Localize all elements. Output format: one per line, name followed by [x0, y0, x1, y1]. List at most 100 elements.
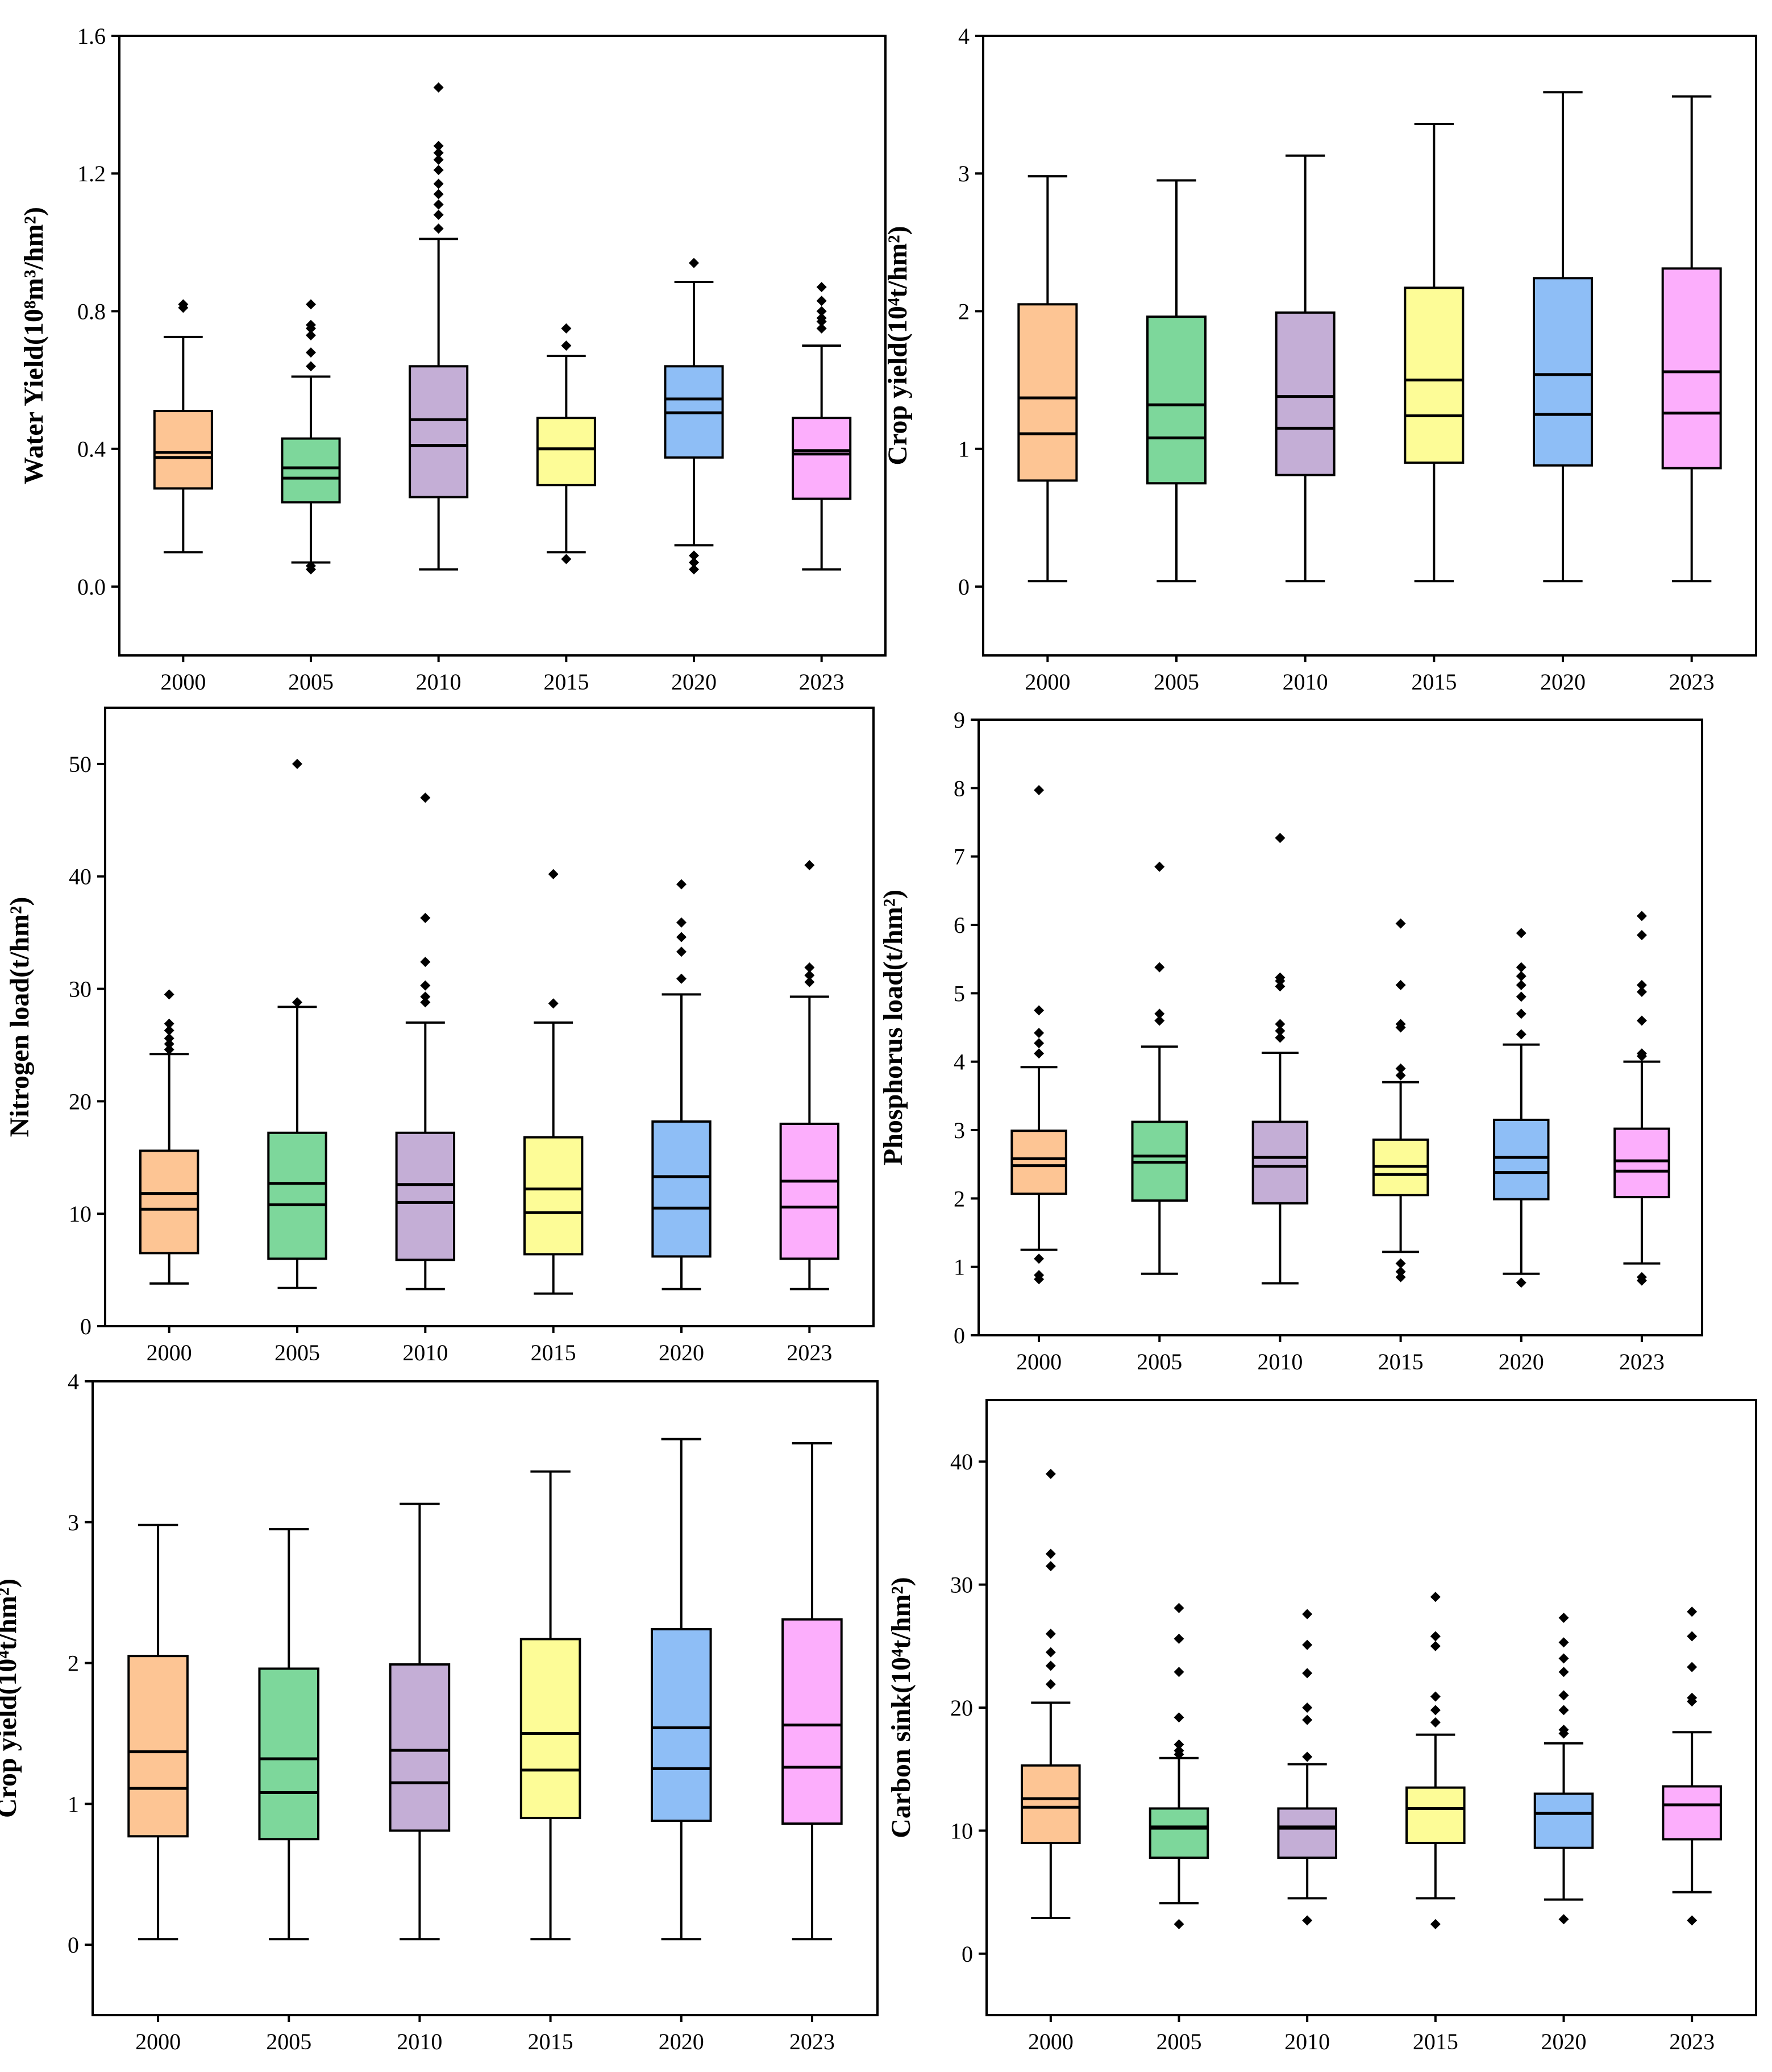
box-2023 — [781, 1618, 843, 1825]
x-tick-label: 2005 — [1157, 2029, 1202, 2054]
outlier-point — [1302, 1751, 1313, 1762]
outlier-point — [292, 997, 302, 1008]
outlier-point — [1174, 1712, 1184, 1723]
x-tick-label: 2000 — [147, 1340, 192, 1365]
x-tick-label: 2005 — [288, 669, 334, 695]
outlier-point — [804, 977, 815, 987]
x-tick-label: 2023 — [787, 1340, 832, 1365]
outlier-point — [1275, 1032, 1286, 1043]
outlier-point — [420, 957, 431, 968]
outlier-point — [1687, 1662, 1698, 1672]
outlier-point — [1636, 911, 1647, 921]
outlier-point — [433, 155, 444, 165]
box-2000 — [1021, 1764, 1081, 1845]
x-tick-label: 2015 — [543, 669, 589, 695]
outlier-point — [1302, 1668, 1313, 1679]
outlier-point — [1430, 1641, 1441, 1651]
panel-water-yield: 0.0 0.4 0.8 1.2 1.6 Water Yield(10⁸m³/hm²) 200… — [19, 23, 887, 695]
x-tick-label: 2010 — [1284, 2029, 1330, 2054]
outlier-point — [1174, 1633, 1184, 1644]
outlier-point — [1516, 928, 1526, 939]
outlier-point — [1034, 1253, 1045, 1264]
outlier-point — [1045, 1629, 1056, 1639]
outlier-point — [1558, 1914, 1569, 1925]
outlier-point — [1395, 1267, 1406, 1277]
box-2023 — [779, 1122, 840, 1260]
outlier-point — [306, 319, 316, 330]
y-tick-label: 50 — [69, 751, 91, 777]
outlier-point — [816, 282, 827, 293]
plot-frame — [104, 707, 875, 1327]
outlier-point — [433, 223, 444, 234]
y-tick-label: 1.2 — [77, 161, 106, 186]
x-tick-label: 2005 — [1137, 1349, 1182, 1375]
outlier-point — [689, 258, 699, 268]
panel-nitrogen-load: 0 10 20 30 40 50 Nitrogen load(t/hm²) 2000 2005 2… — [5, 707, 875, 1365]
x-tick-label: 2005 — [1154, 669, 1199, 695]
outlier-point — [1045, 1548, 1056, 1559]
y-tick-label: 1 — [954, 1255, 965, 1280]
outlier-point — [1687, 1692, 1698, 1703]
box-2010 — [395, 1131, 456, 1261]
outlier-point — [164, 1025, 174, 1036]
outlier-point — [292, 758, 302, 769]
plot-frame — [985, 1399, 1757, 2016]
y-tick-label: 20 — [950, 1695, 973, 1721]
y-tick-label: 7 — [954, 844, 965, 870]
outlier-point — [433, 140, 444, 151]
x-tick-label: 2010 — [397, 2029, 442, 2054]
x-tick-label: 2023 — [789, 2029, 835, 2054]
y-tick-label: 9 — [954, 707, 965, 733]
x-tick-label: 2023 — [1669, 669, 1715, 695]
outlier-point — [689, 564, 699, 575]
outlier-point — [548, 869, 559, 879]
box-2020 — [1493, 1118, 1550, 1201]
outlier-point — [1430, 1717, 1441, 1728]
outlier-point — [1636, 1015, 1647, 1026]
outlier-point — [1174, 1919, 1184, 1929]
outlier-point — [1395, 1272, 1406, 1282]
outlier-point — [1174, 1739, 1184, 1750]
box-2010 — [389, 1663, 451, 1832]
x-tick-label: 2005 — [266, 2029, 311, 2054]
y-tick-label: 4 — [954, 1049, 965, 1075]
outlier-point — [676, 932, 687, 942]
outlier-point — [561, 554, 572, 564]
x-tick-label: 2023 — [799, 669, 845, 695]
outlier-point — [1636, 1048, 1647, 1059]
outlier-point — [816, 323, 827, 334]
outlier-point — [1558, 1690, 1569, 1701]
outlier-point — [306, 299, 316, 310]
outlier-point — [306, 361, 316, 372]
outlier-point — [1174, 1667, 1184, 1677]
x-tick-label: 2020 — [659, 1340, 704, 1365]
outlier-point — [306, 347, 316, 358]
outlier-point — [1045, 1679, 1056, 1689]
y-tick-label: 2 — [958, 298, 970, 324]
box-2005 — [1146, 315, 1207, 485]
outlier-point — [1302, 1915, 1313, 1926]
y-tick-label: 40 — [69, 864, 91, 890]
box-2010 — [1277, 1807, 1337, 1859]
plot-frame — [982, 35, 1757, 657]
y-tick-label: 1 — [68, 1791, 79, 1817]
y-tick-label: 0.8 — [77, 298, 106, 324]
outlier-point — [1558, 1667, 1569, 1677]
outlier-point — [433, 189, 444, 200]
x-tick-label: 2005 — [274, 1340, 320, 1365]
outlier-point — [1034, 1048, 1045, 1059]
outlier-point — [164, 1033, 174, 1044]
outlier-point — [420, 997, 431, 1008]
outlier-point — [548, 998, 559, 1009]
x-tick-label: 2010 — [1283, 669, 1328, 695]
outlier-point — [1174, 1745, 1184, 1756]
y-axis-title: Nitrogen load(t/hm²) — [5, 897, 35, 1137]
outlier-point — [1516, 979, 1526, 990]
outlier-point — [1302, 1609, 1313, 1620]
x-tick-label: 2000 — [1025, 669, 1070, 695]
box-2000 — [127, 1655, 189, 1838]
outlier-point — [1174, 1602, 1184, 1613]
y-axis-title: Crop yield(10⁴t/hm²) — [0, 1579, 22, 1818]
box-2020 — [1533, 1792, 1594, 1849]
outlier-point — [433, 199, 444, 210]
